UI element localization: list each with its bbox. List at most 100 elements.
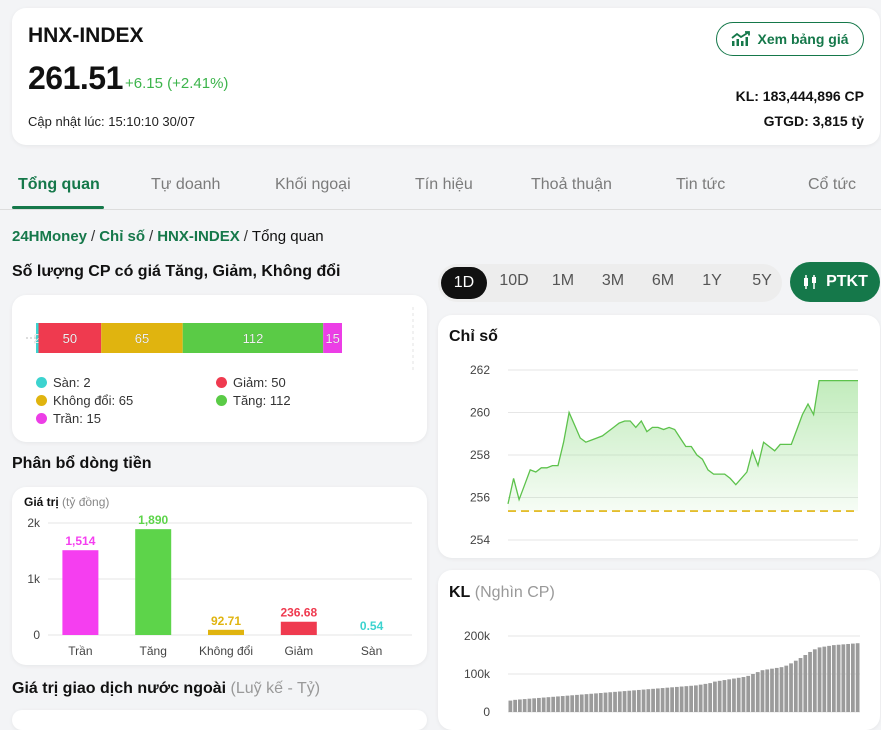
tab-signals[interactable]: Tín hiệu	[415, 176, 473, 194]
volume-bar	[532, 698, 536, 712]
volume-bar	[575, 695, 579, 712]
flow-value-label: 1,890	[138, 513, 168, 527]
volume-bar	[547, 697, 551, 712]
update-time: Cập nhật lúc: 15:10:10 30/07	[28, 114, 195, 129]
tab-proprietary[interactable]: Tự doanh	[151, 176, 220, 194]
tab-bar: Tổng quan Tự doanh Khối ngoại Tín hiệu T…	[0, 160, 881, 210]
volume-bar	[841, 644, 845, 712]
volume-bar	[832, 645, 836, 712]
breadcrumb-current: Tổng quan	[252, 228, 324, 245]
volume-bar	[661, 688, 665, 712]
volume-bar	[646, 689, 650, 712]
volume-bar	[818, 647, 822, 712]
tab-foreign[interactable]: Khối ngoại	[275, 176, 351, 194]
flow-title: Phân bổ dòng tiền	[12, 455, 152, 473]
volume-ytick: 100k	[464, 667, 491, 681]
candlestick-icon	[802, 274, 820, 290]
volume-bar	[665, 688, 669, 712]
foreign-title: Giá trị giao dịch nước ngoài (Luỹ kế - T…	[12, 680, 320, 698]
range-10d[interactable]: 10D	[490, 272, 538, 290]
tab-overview[interactable]: Tổng quan	[18, 176, 100, 194]
volume-bar	[604, 693, 608, 712]
volume-bar	[789, 663, 793, 712]
range-6m[interactable]: 6M	[639, 272, 687, 290]
foreign-card	[12, 710, 427, 730]
legend-khongdoi: Không đổi: 65	[36, 393, 133, 408]
breadth-segment-label: 50	[63, 331, 77, 346]
volume-bar	[518, 699, 522, 712]
flow-ytick: 1k	[27, 572, 41, 586]
flow-category-label: Sàn	[361, 644, 382, 658]
range-1y[interactable]: 1Y	[688, 272, 736, 290]
volume-bar	[775, 668, 779, 712]
volume-bar	[837, 645, 841, 712]
flow-bar	[62, 550, 98, 635]
volume-ytick: 0	[483, 705, 490, 719]
index-ytick: 262	[470, 363, 490, 377]
tab-news[interactable]: Tin tức	[676, 176, 725, 194]
breadcrumb-home[interactable]: 24HMoney	[12, 228, 87, 245]
index-change: +6.15 (+2.41%)	[125, 75, 228, 92]
flow-ytick: 0	[33, 628, 40, 642]
volume-bar	[751, 674, 755, 712]
tab-dividends[interactable]: Cổ tức	[808, 176, 856, 194]
index-area	[508, 381, 858, 512]
volume-bar	[675, 687, 679, 712]
flow-category-label: Giảm	[284, 644, 313, 658]
legend-dot	[216, 377, 227, 388]
volume-bar	[813, 649, 817, 712]
flow-bar	[208, 630, 244, 635]
range-5y[interactable]: 5Y	[738, 272, 786, 290]
flow-value-label: 236.68	[280, 606, 317, 620]
range-1d[interactable]: 1D	[441, 267, 487, 299]
volume-bar	[570, 695, 574, 712]
volume-bar	[732, 679, 736, 712]
volume-bar	[627, 691, 631, 712]
volume-bar	[742, 677, 746, 712]
breadth-title: Số lượng CP có giá Tăng, Giảm, Không đổi	[12, 263, 340, 281]
range-3m[interactable]: 3M	[589, 272, 637, 290]
flow-value-label: 92.71	[211, 614, 241, 628]
active-tab-indicator	[12, 206, 104, 209]
breadcrumb-index[interactable]: HNX-INDEX	[157, 228, 240, 245]
volume-bar-chart: 0 100k 200k	[438, 570, 880, 730]
volume-bar	[827, 646, 831, 712]
volume-bar	[694, 685, 698, 712]
breadth-segment-label: 15	[325, 331, 339, 346]
range-1m[interactable]: 1M	[539, 272, 587, 290]
legend-dot	[36, 377, 47, 388]
volume-bar	[680, 687, 684, 712]
breadth-segment-label: 65	[135, 331, 149, 346]
index-header-card: HNX-INDEX 261.51 +6.15 (+2.41%) Cập nhật…	[12, 8, 880, 145]
volume-bar	[699, 685, 703, 712]
value-total: GTGD: 3,815 tỷ	[764, 113, 864, 129]
volume-ytick: 200k	[464, 629, 491, 643]
volume-bar	[784, 666, 788, 712]
volume-bar	[689, 686, 693, 712]
volume-bar	[799, 658, 803, 712]
breadcrumb: 24HMoney/Chỉ số/HNX-INDEX/Tổng quan	[12, 228, 324, 245]
volume-bar	[523, 699, 527, 712]
volume-bar	[746, 676, 750, 712]
breadcrumb-indices[interactable]: Chỉ số	[99, 228, 145, 245]
price-board-button[interactable]: Xem bảng giá	[716, 22, 864, 56]
flow-category-label: Trần	[68, 644, 92, 658]
volume-bar	[651, 689, 655, 712]
volume-bar	[637, 690, 641, 712]
volume-bar	[585, 694, 589, 712]
volume-bar	[580, 695, 584, 712]
ptkt-button[interactable]: PTKT	[790, 262, 880, 302]
index-ytick: 258	[470, 448, 490, 462]
volume-bar	[780, 667, 784, 712]
volume-bar	[556, 696, 560, 712]
volume-bar	[528, 699, 532, 712]
tab-negotiated[interactable]: Thoả thuận	[531, 176, 612, 194]
volume-bar	[561, 696, 565, 712]
volume-bar	[642, 690, 646, 712]
flow-category-label: Tăng	[140, 644, 167, 658]
flow-value-label: 1,514	[65, 534, 95, 548]
